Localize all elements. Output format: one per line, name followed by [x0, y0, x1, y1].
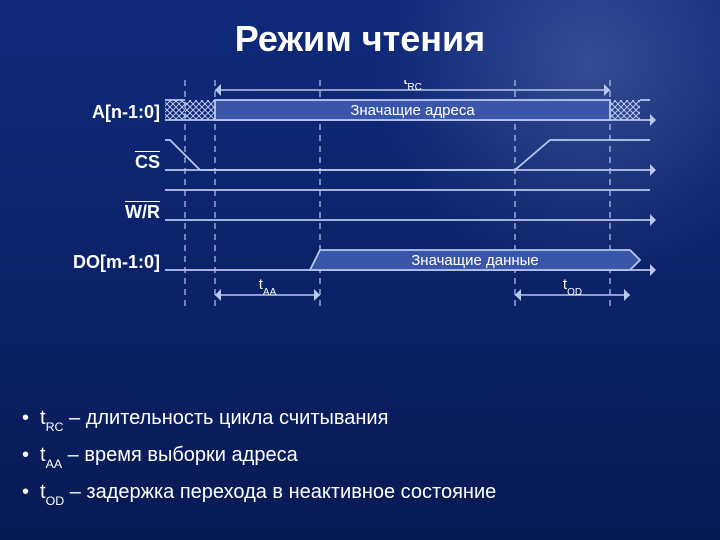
row-label-wr: W/R: [50, 202, 160, 223]
legend-item-trc: • tRC – длительность цикла считывания: [22, 401, 496, 436]
row-label-do: DO[m-1:0]: [50, 252, 160, 273]
svg-text:Значащие адреса: Значащие адреса: [350, 102, 475, 119]
timing-diagram: A[n-1:0] CS W/R DO[m-1:0] Значащие адрес…: [50, 80, 670, 340]
legend-item-tod: • tOD – задержка перехода в неактивное с…: [22, 475, 496, 510]
legend-item-taa: • tAA – время выборки адреса: [22, 438, 496, 473]
svg-text:Значащие данные: Значащие данные: [411, 252, 539, 269]
page-title: Режим чтения: [0, 0, 720, 60]
row-label-address: A[n-1:0]: [50, 102, 160, 123]
legend: • tRC – длительность цикла считывания • …: [22, 401, 496, 512]
row-label-cs: CS: [50, 152, 160, 173]
